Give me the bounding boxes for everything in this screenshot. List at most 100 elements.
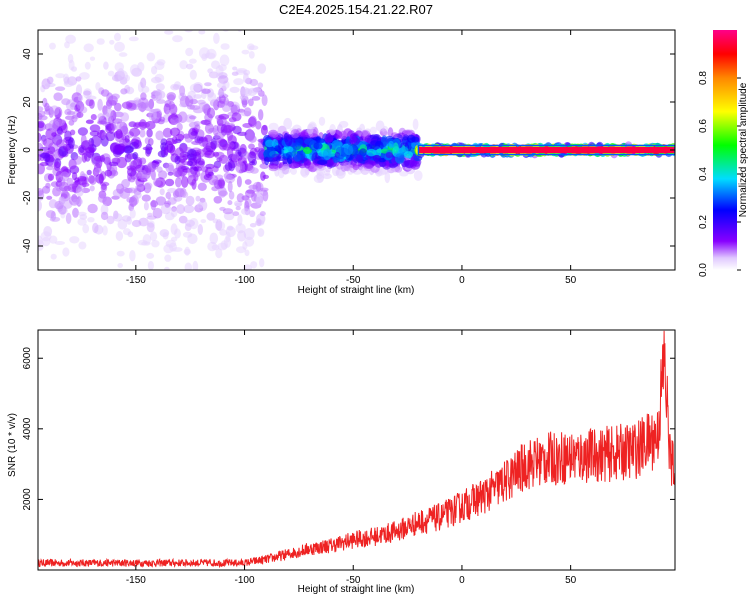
spectrogram-cell	[183, 248, 191, 255]
spectrogram-cell	[327, 158, 334, 167]
spectrogram-cell	[61, 98, 71, 106]
spectrogram-cell	[254, 147, 261, 153]
spectrogram-cell	[277, 125, 287, 136]
spectrogram-cell	[265, 139, 275, 148]
spectrogram-cell	[249, 78, 259, 87]
spectrogram-cell	[159, 188, 165, 196]
spectrogram-cell	[193, 82, 204, 91]
spectrogram-cell	[116, 183, 125, 194]
spectrogram-cell	[82, 224, 90, 234]
spectrogram-cell	[218, 113, 230, 120]
spectrogram-cell	[38, 188, 44, 196]
spectrogram-cell	[78, 241, 87, 250]
spectrogram-cell	[150, 169, 156, 181]
spectrogram-cell	[135, 184, 145, 192]
spectrogram-cell	[215, 219, 223, 231]
spectrogram-cell	[151, 240, 160, 248]
spectrogram-cell	[228, 191, 235, 200]
spectrogram-cell	[191, 140, 202, 145]
spectrogram-cell	[144, 182, 153, 190]
spectrogram-cell	[143, 201, 149, 211]
spectrogram-cell	[87, 203, 98, 214]
spectrogram-cell	[147, 212, 153, 217]
spectrogram-cell	[139, 102, 150, 109]
snr-x-tick-label: 50	[565, 575, 577, 586]
snr-y-tick-label: 4000	[22, 417, 33, 440]
spectrogram-cell	[167, 94, 176, 102]
spectrogram-cell	[208, 174, 219, 186]
spectrogram-cell	[154, 61, 165, 70]
spectrogram-cell	[187, 174, 197, 186]
spectrogram-cell	[340, 130, 347, 140]
spectrogram-cell	[38, 163, 45, 175]
spectrogram-cell	[211, 186, 219, 192]
colorbar-tick-label: 0.6	[698, 119, 709, 133]
spectrogram-cell	[114, 62, 125, 72]
spectrogram-cell	[249, 161, 256, 166]
spectrogram-cell	[227, 180, 233, 193]
spectrogram-cell	[230, 104, 238, 114]
spectrogram-cell	[54, 119, 65, 127]
spectrogram-cell	[179, 102, 188, 108]
spectrogram-cell	[189, 58, 197, 64]
spectrogram-cell	[214, 132, 226, 139]
spectrogram-cell	[73, 155, 83, 165]
spectrogram-cell	[53, 161, 61, 172]
spectrogram-cell	[38, 106, 44, 112]
spectrogram-cell	[192, 170, 201, 178]
spectrogram-cell	[175, 187, 185, 196]
spectrogram-cell	[147, 260, 154, 270]
spectrogram-cell	[248, 184, 258, 190]
spectrogram-cell	[80, 182, 90, 187]
colorbar-gradient	[713, 30, 737, 270]
spectrogram-cell	[57, 127, 63, 135]
spectrogram-cell	[300, 167, 309, 178]
colorbar-tick-label: 0.4	[698, 167, 709, 181]
snr-series-line	[38, 330, 675, 569]
spectrogram-cell	[93, 155, 104, 162]
spectrogram-cell	[151, 76, 162, 84]
spectrogram-cell	[257, 228, 265, 237]
spectrogram-cell	[174, 170, 180, 177]
spectrogram-cell	[59, 196, 66, 205]
spectrogram-cell	[55, 73, 65, 79]
spectrogram-cell	[275, 155, 281, 162]
spectrogram-cell	[215, 248, 223, 259]
spectrogram-cell	[98, 173, 104, 184]
spectrogram-cell	[318, 116, 326, 126]
spectrogram-cell	[407, 134, 416, 143]
spectrogram-cell	[68, 137, 75, 149]
spectrogram-cell	[162, 232, 169, 240]
spectrogram-cell	[290, 129, 301, 139]
colorbar-tick-label: 0.2	[698, 215, 709, 229]
spectrogram-cell	[165, 137, 175, 146]
spectrogram-cell	[79, 72, 90, 80]
spectrogram-cell	[127, 154, 134, 160]
spectrogram-cell	[139, 129, 146, 138]
spectrogram-cell	[46, 76, 54, 85]
spectrogram-cell	[42, 138, 54, 148]
spectrogram-line-core	[418, 147, 675, 153]
spectrogram-cell	[235, 206, 241, 211]
spectrogram-cell	[217, 88, 224, 97]
spectrogram-cell	[77, 94, 84, 102]
spectrogram-cell	[366, 148, 377, 157]
spectrogram-cell	[237, 30, 243, 32]
spectrogram-cell	[111, 93, 120, 100]
spectrogram-cell	[349, 135, 357, 144]
spectrogram-cell	[361, 130, 369, 137]
spectrogram-cell	[183, 204, 195, 214]
spectrogram-cell	[206, 212, 216, 221]
spectrogram-cell	[258, 109, 264, 121]
spectrogram-cell	[241, 49, 250, 55]
spectrogram-cell	[228, 117, 237, 123]
spectrogram-cell	[133, 122, 140, 129]
spectrogram-cell	[103, 61, 109, 70]
spectrogram-cell	[372, 154, 382, 162]
spectrogram-cell	[195, 195, 201, 202]
spectrogram-cell	[394, 165, 403, 173]
spectrogram-cell	[38, 239, 44, 251]
spectrogram-cell	[249, 210, 256, 218]
spectrogram-cell	[204, 122, 214, 134]
colorbar: 0.0 0.2 0.4 0.6 0.8 Normalized spectral ampl…	[698, 30, 749, 277]
